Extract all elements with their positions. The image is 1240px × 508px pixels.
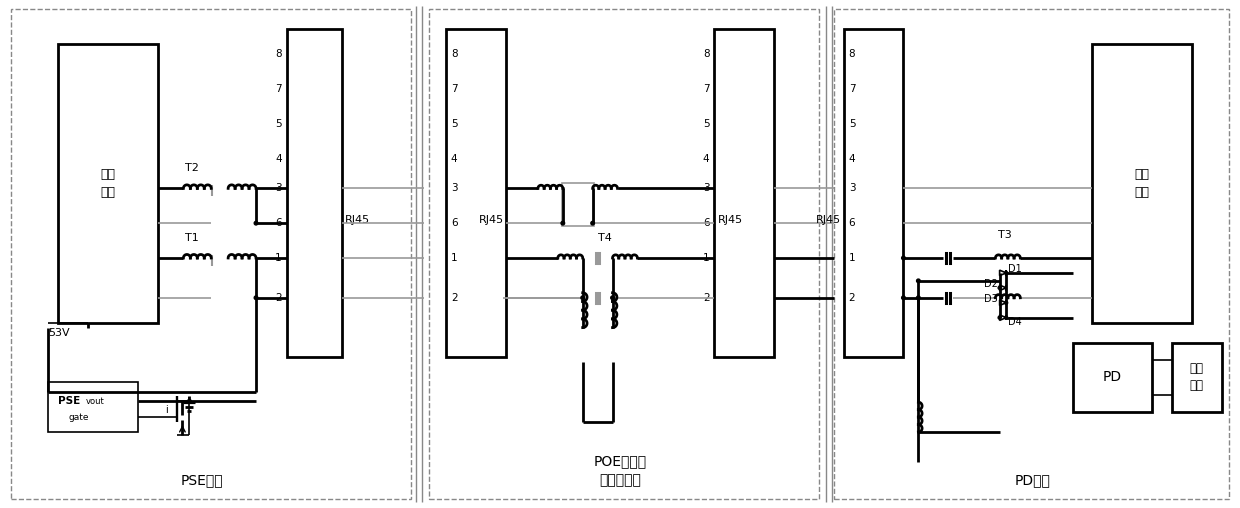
Bar [1092,44,1192,323]
Bar [1172,342,1221,412]
Bar [11,9,412,499]
Text: D2: D2 [983,279,998,289]
Text: 7: 7 [275,84,281,94]
Bar [58,44,157,323]
Text: 6: 6 [275,218,281,228]
Text: 8: 8 [451,49,458,59]
Circle shape [591,221,594,225]
Circle shape [254,221,258,225]
Circle shape [916,279,920,282]
Text: 3: 3 [848,183,856,194]
Bar [48,383,138,432]
Text: 5: 5 [275,119,281,129]
Text: T3: T3 [998,230,1012,240]
Bar [562,183,594,226]
Text: 8: 8 [703,49,709,59]
Text: D4: D4 [1008,316,1022,327]
Circle shape [187,399,191,403]
Bar [429,9,818,499]
Text: i: i [165,405,167,415]
Text: RJ45: RJ45 [718,214,743,225]
Text: T1: T1 [186,233,200,243]
Text: 2: 2 [451,293,458,303]
Bar [833,9,1229,499]
Text: 1: 1 [848,253,856,263]
Text: 5: 5 [703,119,709,129]
Circle shape [580,296,584,300]
Text: 8: 8 [848,49,856,59]
Circle shape [1004,301,1008,304]
Text: D3: D3 [983,294,998,304]
Text: 7: 7 [451,84,458,94]
Text: 4: 4 [848,153,856,164]
Text: 5: 5 [848,119,856,129]
Text: gate: gate [68,412,88,422]
Text: 4: 4 [275,153,281,164]
Text: 7: 7 [703,84,709,94]
Text: 1: 1 [703,253,709,263]
Text: 接口
模块: 接口 模块 [1135,168,1149,199]
Text: RJ45: RJ45 [345,214,370,225]
Circle shape [998,316,1001,319]
Text: 5: 5 [451,119,458,129]
Text: PSE设备: PSE设备 [181,473,223,487]
Circle shape [998,287,1001,289]
Text: 2: 2 [703,293,709,303]
Text: 1: 1 [275,253,281,263]
Circle shape [611,296,614,300]
Text: T4: T4 [598,233,613,243]
Circle shape [1004,316,1008,319]
Text: 4: 4 [703,153,709,164]
Bar [1073,342,1152,412]
Circle shape [1004,271,1008,274]
Text: 6: 6 [703,218,709,228]
Text: POE共模差
模转换设备: POE共模差 模转换设备 [594,454,646,487]
Text: PSE: PSE [58,396,81,406]
Text: 3: 3 [703,183,709,194]
Bar [843,29,904,358]
Text: 3: 3 [275,183,281,194]
Text: RJ45: RJ45 [479,214,503,225]
Text: PD: PD [1102,370,1122,385]
Circle shape [901,256,905,260]
Text: vout: vout [86,397,104,406]
Text: 6: 6 [848,218,856,228]
Text: 1: 1 [451,253,458,263]
Text: D1: D1 [1008,264,1022,274]
Circle shape [560,221,564,225]
Circle shape [254,296,258,300]
Bar [714,29,774,358]
Text: 2: 2 [275,293,281,303]
Text: 2: 2 [848,293,856,303]
Text: 4: 4 [451,153,458,164]
Text: 接口
模块: 接口 模块 [100,168,115,199]
Text: 7: 7 [848,84,856,94]
Text: 3: 3 [451,183,458,194]
Bar [286,29,341,358]
Text: 6: 6 [451,218,458,228]
Text: 8: 8 [275,49,281,59]
Text: 53V: 53V [48,328,69,338]
Text: 系统
负载: 系统 负载 [1190,362,1204,392]
Text: PD设备: PD设备 [1014,473,1050,487]
Circle shape [916,296,920,300]
Text: T2: T2 [186,164,200,173]
Text: RJ45: RJ45 [816,214,841,225]
Bar [446,29,506,358]
Circle shape [901,296,905,300]
